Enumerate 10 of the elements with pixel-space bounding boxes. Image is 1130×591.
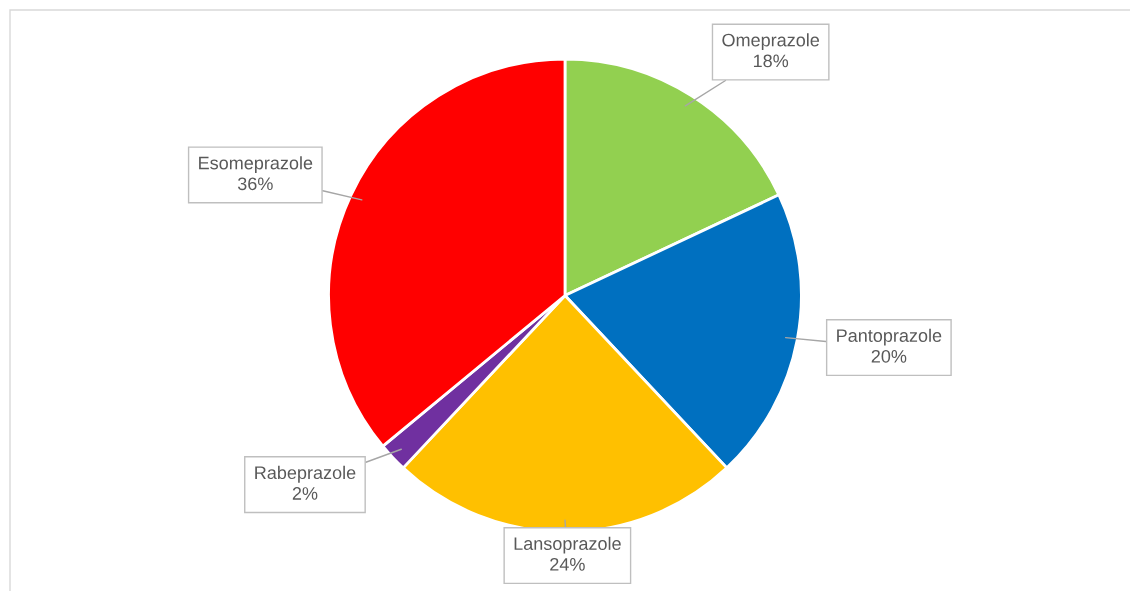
data-label: 24% (550, 557, 585, 571)
slice-label: Omeprazole (722, 33, 820, 51)
data-label: 20% (871, 349, 907, 363)
slice-label: Lansoprazole (514, 536, 621, 554)
slice-label: Rabeprazole (255, 465, 356, 483)
slice-label: Esomeprazole (199, 156, 313, 173)
data-label: 18% (753, 54, 789, 68)
slice-label: Pantoprazole (837, 328, 942, 346)
data-label: 2% (292, 487, 318, 500)
data-label: 36% (237, 177, 273, 191)
